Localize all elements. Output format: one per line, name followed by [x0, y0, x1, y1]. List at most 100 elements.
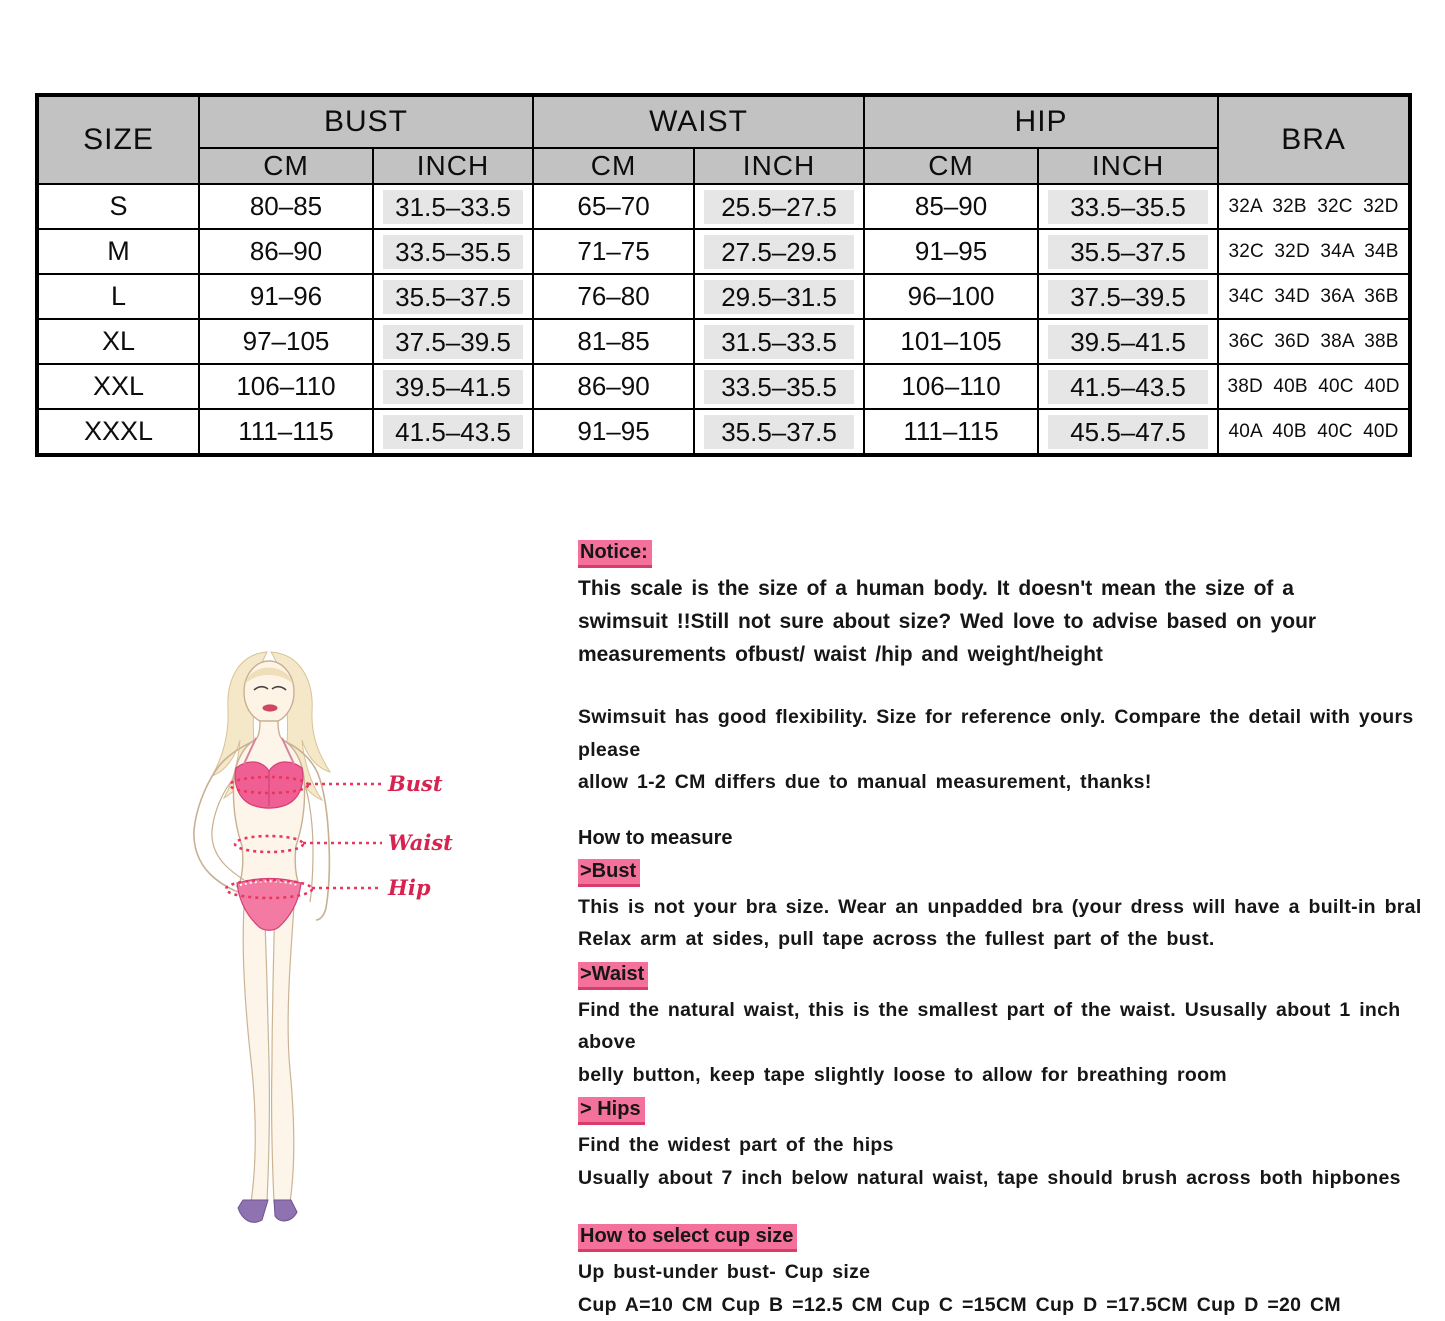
- waist-cm-cell: 65–70: [533, 184, 694, 229]
- left-shoe: [238, 1200, 268, 1222]
- bust-inch-value: 35.5–37.5: [383, 280, 523, 314]
- table-row-xl: XL 97–105 37.5–39.5 81–85 31.5–33.5 101–…: [37, 319, 1410, 364]
- bust-inch-cell: 41.5–43.5: [373, 409, 533, 455]
- bust-inch-cell: 35.5–37.5: [373, 274, 533, 319]
- waist-label: Waist: [388, 830, 453, 855]
- table-header-row-2: CM INCH CM INCH CM INCH: [37, 148, 1410, 184]
- waist-instruction-line: belly button, keep tape slightly loose t…: [578, 1059, 1445, 1092]
- hip-cm-cell: 85–90: [864, 184, 1038, 229]
- table-row-s: S 80–85 31.5–33.5 65–70 25.5–27.5 85–90 …: [37, 184, 1410, 229]
- bra-cell: 32C 32D 34A 34B: [1218, 229, 1410, 274]
- waist-inch-value: 29.5–31.5: [704, 280, 854, 314]
- size-chart-table: SIZE BUST WAIST HIP BRA CM INCH CM INCH …: [35, 93, 1412, 457]
- bust-inch-value: 39.5–41.5: [383, 370, 523, 404]
- right-shoe: [274, 1200, 297, 1221]
- col-header-bra: BRA: [1218, 95, 1410, 184]
- hip-cm-cell: 91–95: [864, 229, 1038, 274]
- waist-section-heading: >Waist: [578, 962, 648, 990]
- bust-cm-cell: 97–105: [199, 319, 373, 364]
- hips-instruction-line: Usually about 7 inch below natural waist…: [578, 1162, 1445, 1195]
- hip-inch-cell: 37.5–39.5: [1038, 274, 1218, 319]
- bust-instruction-line: This is not your bra size. Wear an unpad…: [578, 891, 1445, 924]
- subheader-bust-cm: CM: [199, 148, 373, 184]
- bust-cm-cell: 91–96: [199, 274, 373, 319]
- hip-inch-value: 33.5–35.5: [1048, 190, 1208, 224]
- waist-inch-value: 31.5–33.5: [704, 325, 854, 359]
- bust-inch-value: 33.5–35.5: [383, 235, 523, 269]
- size-cell: M: [37, 229, 199, 274]
- bust-cm-cell: 106–110: [199, 364, 373, 409]
- table-header-row-1: SIZE BUST WAIST HIP BRA: [37, 95, 1410, 148]
- hip-inch-value: 37.5–39.5: [1048, 280, 1208, 314]
- hip-cm-cell: 111–115: [864, 409, 1038, 455]
- hip-inch-cell: 45.5–47.5: [1038, 409, 1218, 455]
- cup-size-line: Cup A=10 CM Cup B =12.5 CM Cup C =15CM C…: [578, 1289, 1445, 1321]
- bust-section-heading: >Bust: [578, 859, 640, 887]
- body-measurement-illustration: Bust Waist Hip: [148, 642, 493, 1242]
- hip-cm-cell: 101–105: [864, 319, 1038, 364]
- hips-instruction-line: Find the widest part of the hips: [578, 1129, 1445, 1162]
- waist-cm-cell: 71–75: [533, 229, 694, 274]
- notice-heading: Notice:: [578, 540, 652, 568]
- hip-cm-cell: 106–110: [864, 364, 1038, 409]
- notice-line: This scale is the size of a human body. …: [578, 572, 1445, 605]
- bra-cell: 36C 36D 38A 38B: [1218, 319, 1410, 364]
- size-cell: XXXL: [37, 409, 199, 455]
- waist-inch-cell: 27.5–29.5: [694, 229, 864, 274]
- bust-cm-cell: 80–85: [199, 184, 373, 229]
- bust-inch-value: 31.5–33.5: [383, 190, 523, 224]
- waist-inch-value: 27.5–29.5: [704, 235, 854, 269]
- col-header-hip: HIP: [864, 95, 1218, 148]
- table-row-l: L 91–96 35.5–37.5 76–80 29.5–31.5 96–100…: [37, 274, 1410, 319]
- bra-cell: 38D 40B 40C 40D: [1218, 364, 1410, 409]
- waist-inch-cell: 25.5–27.5: [694, 184, 864, 229]
- bust-inch-cell: 31.5–33.5: [373, 184, 533, 229]
- waist-cm-cell: 76–80: [533, 274, 694, 319]
- waist-instruction-line: Find the natural waist, this is the smal…: [578, 994, 1445, 1059]
- hip-label: Hip: [387, 875, 431, 900]
- bust-cm-cell: 86–90: [199, 229, 373, 274]
- hips-section-heading: > Hips: [578, 1097, 645, 1125]
- bra-cell: 34C 34D 36A 36B: [1218, 274, 1410, 319]
- flexibility-line: Swimsuit has good flexibility. Size for …: [578, 701, 1445, 766]
- notice-line: measurements ofbust/ waist /hip and weig…: [578, 638, 1445, 671]
- waist-inch-value: 25.5–27.5: [704, 190, 854, 224]
- hip-inch-value: 39.5–41.5: [1048, 325, 1208, 359]
- bust-instruction-line: Relax arm at sides, pull tape across the…: [578, 923, 1445, 956]
- bust-inch-cell: 39.5–41.5: [373, 364, 533, 409]
- subheader-waist-inch: INCH: [694, 148, 864, 184]
- size-cell: XL: [37, 319, 199, 364]
- bra-cell: 40A 40B 40C 40D: [1218, 409, 1410, 455]
- size-cell: S: [37, 184, 199, 229]
- size-cell: XXL: [37, 364, 199, 409]
- hip-inch-value: 35.5–37.5: [1048, 235, 1208, 269]
- hip-inch-value: 45.5–47.5: [1048, 415, 1208, 449]
- cup-size-heading: How to select cup size: [578, 1224, 797, 1252]
- size-cell: L: [37, 274, 199, 319]
- hip-inch-cell: 33.5–35.5: [1038, 184, 1218, 229]
- bust-inch-value: 37.5–39.5: [383, 325, 523, 359]
- waist-inch-cell: 35.5–37.5: [694, 409, 864, 455]
- bra-cell: 32A 32B 32C 32D: [1218, 184, 1410, 229]
- subheader-bust-inch: INCH: [373, 148, 533, 184]
- waist-cm-cell: 81–85: [533, 319, 694, 364]
- waist-inch-cell: 31.5–33.5: [694, 319, 864, 364]
- waist-cm-cell: 91–95: [533, 409, 694, 455]
- hip-inch-cell: 39.5–41.5: [1038, 319, 1218, 364]
- flexibility-line: allow 1-2 CM differs due to manual measu…: [578, 766, 1445, 799]
- cup-size-line: Up bust-under bust- Cup size: [578, 1256, 1445, 1289]
- col-header-size: SIZE: [37, 95, 199, 184]
- hip-inch-cell: 35.5–37.5: [1038, 229, 1218, 274]
- bust-label: Bust: [387, 771, 443, 796]
- table-row-xxl: XXL 106–110 39.5–41.5 86–90 33.5–35.5 10…: [37, 364, 1410, 409]
- waist-inch-value: 33.5–35.5: [704, 370, 854, 404]
- table-row-m: M 86–90 33.5–35.5 71–75 27.5–29.5 91–95 …: [37, 229, 1410, 274]
- waist-inch-cell: 33.5–35.5: [694, 364, 864, 409]
- subheader-hip-inch: INCH: [1038, 148, 1218, 184]
- bust-cm-cell: 111–115: [199, 409, 373, 455]
- measurement-figure: Bust Waist Hip: [148, 642, 493, 1242]
- col-header-waist: WAIST: [533, 95, 864, 148]
- waist-cm-cell: 86–90: [533, 364, 694, 409]
- bust-inch-cell: 33.5–35.5: [373, 229, 533, 274]
- notice-line: swimsuit !!Still not sure about size? We…: [578, 605, 1445, 638]
